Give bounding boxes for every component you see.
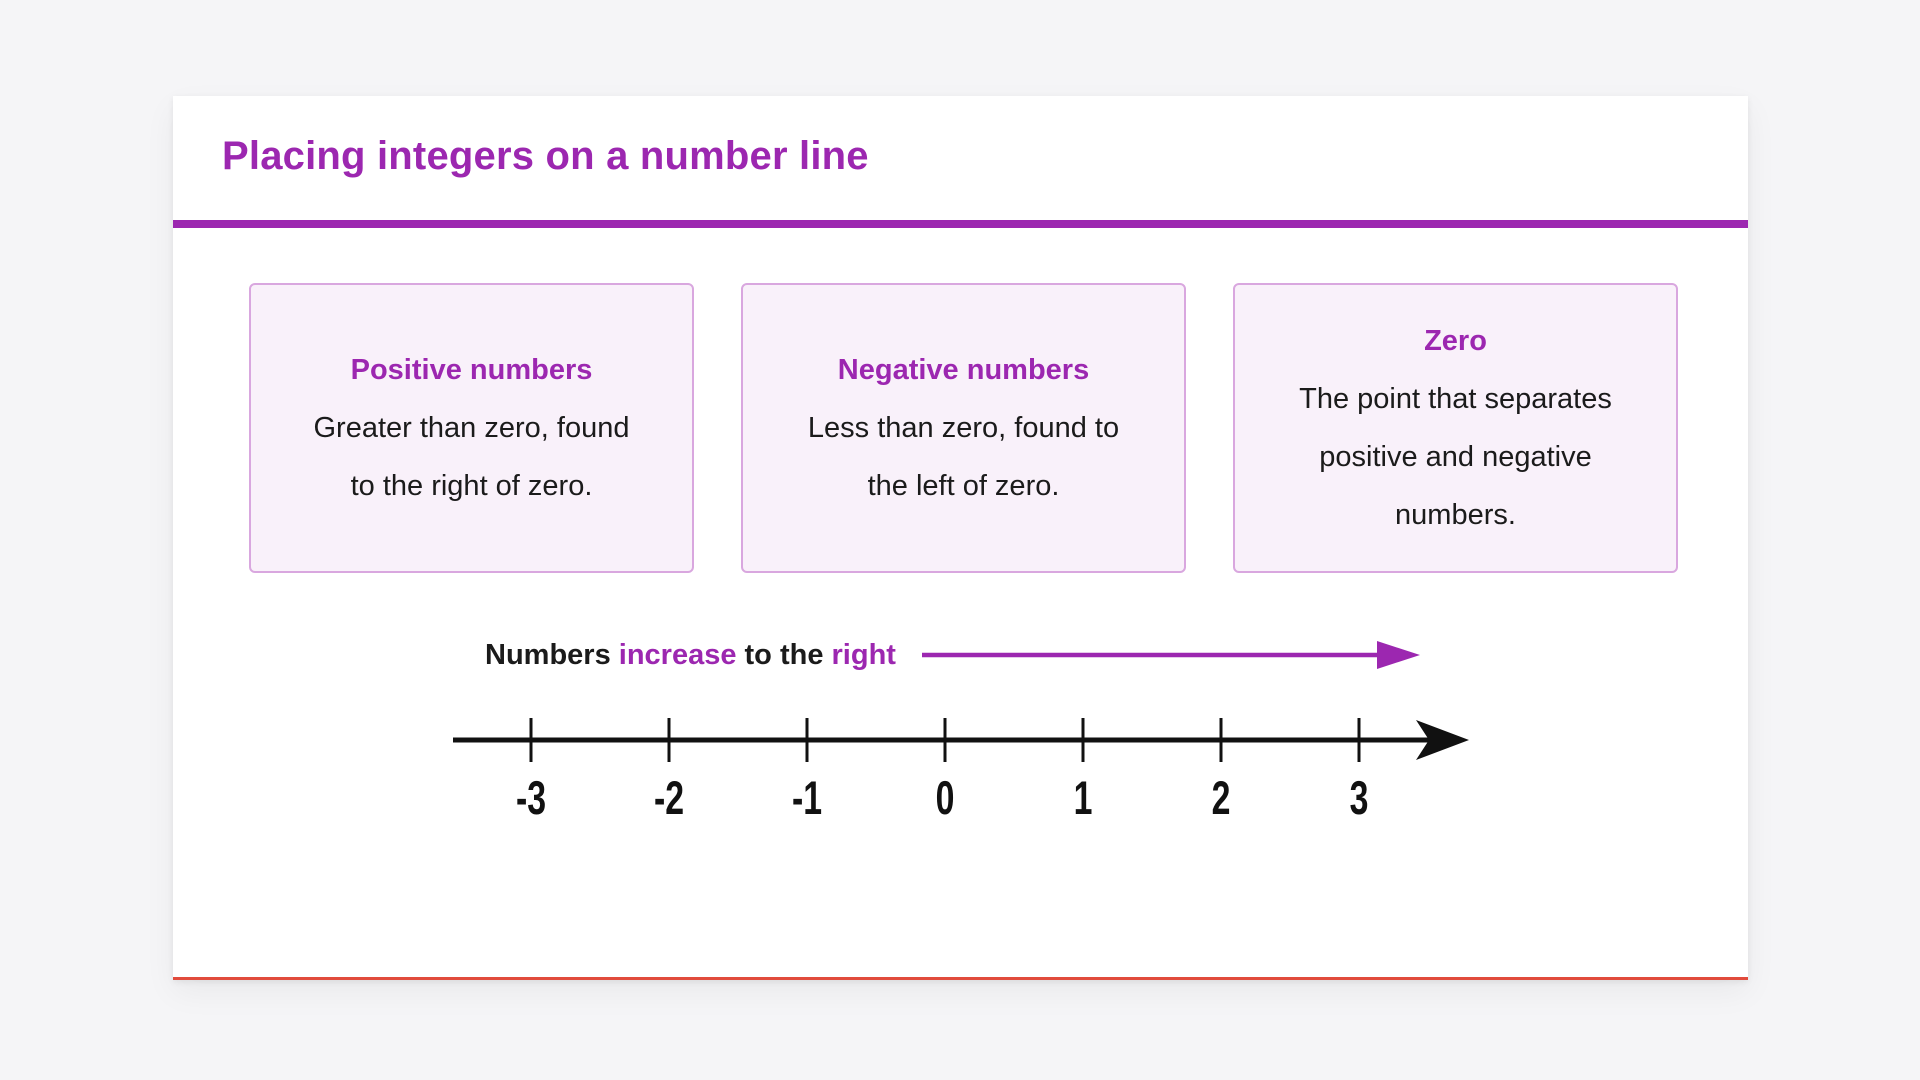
zero-card: Zero The point that separates positive a… [1233,283,1678,573]
content-panel: Placing integers on a number line Positi… [173,96,1748,980]
title-divider [173,220,1748,228]
increase-arrow-icon [921,641,1420,669]
negative-numbers-card: Negative numbers Less than zero, found t… [741,283,1186,573]
caption-word: to the [736,639,832,671]
card-body-line: the left of zero. [867,470,1060,502]
card-body-line: positive and negative [1319,441,1592,473]
tick-label: -1 [792,772,822,824]
tick-label: -2 [654,772,684,824]
increase-caption-text: Numbers increase to the right [485,632,896,678]
tick-label: 3 [1350,772,1369,824]
positive-numbers-card: Positive numbers Greater than zero, foun… [249,283,694,573]
increase-arrowhead-icon [1376,641,1420,669]
card-body-line: numbers. [1395,499,1516,531]
tick-label: 1 [1074,772,1093,824]
page-title: Placing integers on a number line [222,134,869,178]
card-title: Positive numbers [350,354,593,386]
caption-word-right: right [831,639,896,671]
card-title: Negative numbers [837,354,1090,386]
tick-label: 2 [1212,772,1231,824]
card-body-line: Greater than zero, found [313,412,630,444]
increase-caption: Numbers increase to the right [485,632,1422,678]
card-title: Zero [1424,325,1487,357]
axis-arrowhead-icon [1416,720,1469,760]
caption-word: Numbers [485,639,619,671]
card-body-line: Less than zero, found to [807,412,1120,444]
number-line: -3 -2 -1 0 1 2 3 [453,718,1469,824]
definition-cards: Positive numbers Greater than zero, foun… [249,283,1678,573]
tick-label: 0 [936,772,955,824]
card-body-line: The point that separates [1299,383,1612,415]
card-body-line: to the right of zero. [350,470,593,502]
caption-word-increase: increase [618,639,737,671]
tick-label: -3 [516,772,546,824]
